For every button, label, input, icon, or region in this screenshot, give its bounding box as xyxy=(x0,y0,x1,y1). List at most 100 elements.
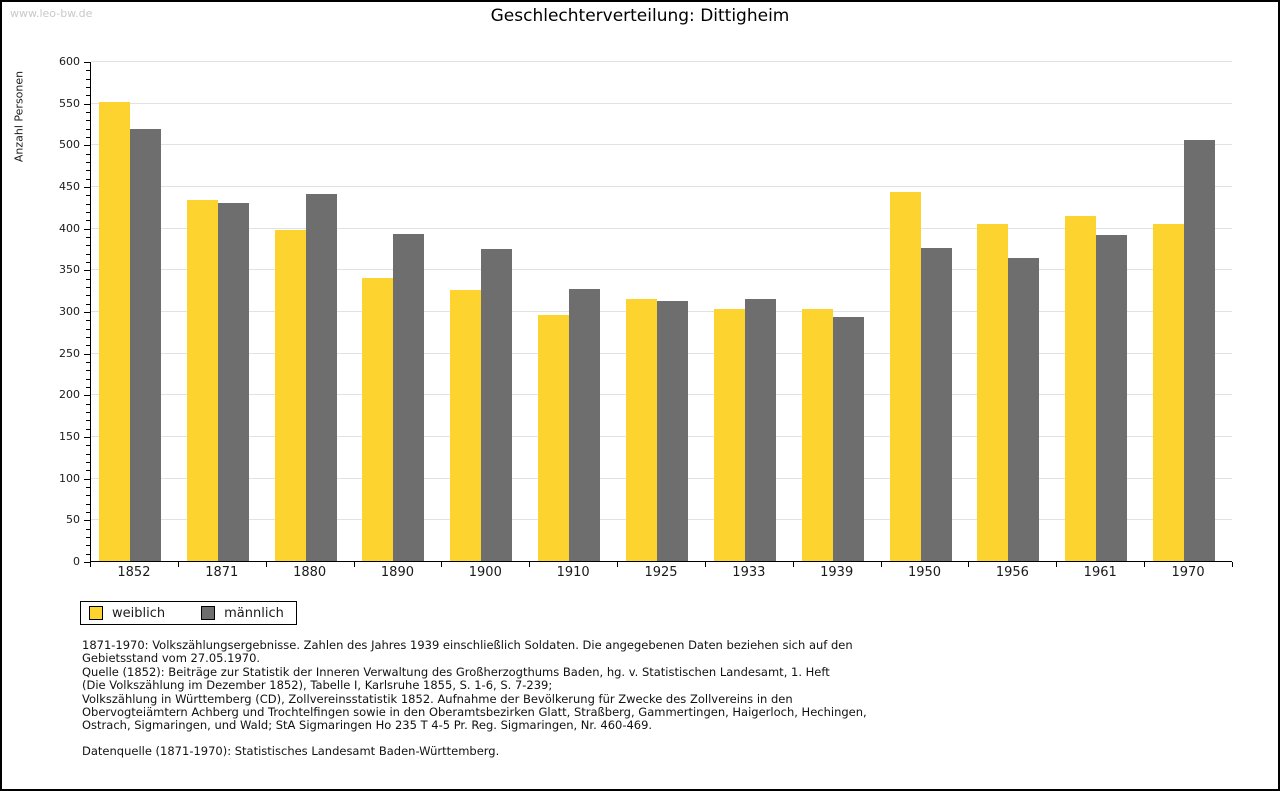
gridline xyxy=(91,186,1232,187)
y-axis-minor-tick xyxy=(86,287,90,288)
gridline xyxy=(91,144,1232,146)
y-axis-minor-tick xyxy=(86,420,90,422)
y-axis-minor-tick xyxy=(86,337,90,338)
y-axis-minor-tick xyxy=(86,387,90,388)
x-axis-label: 1956 xyxy=(995,565,1029,580)
footnote-line: Quelle (1852): Beiträge zur Statistik de… xyxy=(82,664,830,679)
bar-weiblich-1880 xyxy=(274,230,306,561)
y-axis-minor-tick xyxy=(86,245,90,247)
y-axis-minor-tick xyxy=(86,495,90,497)
bar-weiblich-1871 xyxy=(186,200,218,561)
y-axis-tick xyxy=(84,437,90,438)
x-axis-tick xyxy=(1144,562,1146,567)
x-axis-tick xyxy=(441,562,443,567)
y-axis-tick-label: 50 xyxy=(66,513,80,527)
bar-weiblich-1933 xyxy=(713,309,745,561)
y-axis-minor-tick xyxy=(86,70,90,72)
y-axis-minor-tick xyxy=(86,162,90,163)
y-axis-minor-tick xyxy=(86,537,90,538)
x-axis-tick xyxy=(792,562,794,567)
y-axis-minor-tick xyxy=(86,487,90,488)
footnote-line: (Die Volkszählung im Dezember 1852), Tab… xyxy=(82,678,553,693)
footnote-line: 1871-1970: Volkszählungsergebnisse. Zahl… xyxy=(82,638,853,652)
legend: weiblich männlich xyxy=(80,601,297,625)
y-axis-tick-label: 500 xyxy=(59,138,80,152)
gridline xyxy=(91,61,1232,62)
x-axis-tick xyxy=(177,562,179,567)
y-axis-minor-tick xyxy=(86,403,90,405)
x-axis-label: 1970 xyxy=(1171,565,1205,580)
x-axis-tick xyxy=(1232,562,1233,567)
x-axis-label: 1939 xyxy=(820,565,854,580)
y-axis-minor-tick xyxy=(86,345,90,347)
bar-weiblich-1925 xyxy=(626,299,657,561)
y-axis-tick xyxy=(84,62,90,63)
legend-swatch-weiblich xyxy=(89,606,103,620)
bar-männlich-1852 xyxy=(129,129,161,561)
data-source-line: Datenquelle (1871-1970): Statistisches L… xyxy=(82,744,500,758)
y-axis-minor-tick xyxy=(86,512,90,513)
bar-männlich-1939 xyxy=(832,316,864,561)
x-axis-label: 1900 xyxy=(468,565,502,580)
y-axis-minor-tick xyxy=(86,503,90,505)
bar-männlich-1871 xyxy=(217,202,249,561)
bar-männlich-1910 xyxy=(569,288,601,561)
y-axis-tick-label: 400 xyxy=(59,221,80,235)
y-axis-minor-tick xyxy=(86,253,90,255)
y-axis-tick xyxy=(84,353,90,355)
y-axis-minor-tick xyxy=(86,120,90,122)
bar-männlich-1890 xyxy=(393,234,425,561)
x-axis-tick xyxy=(529,562,531,567)
watermark: www.leo-bw.de xyxy=(10,7,93,20)
bar-weiblich-1900 xyxy=(450,290,482,561)
y-axis-tick xyxy=(84,395,90,397)
y-axis-minor-tick xyxy=(86,328,90,330)
y-axis-tick-label: 250 xyxy=(59,346,80,360)
y-axis-tick-label: 200 xyxy=(59,388,80,402)
x-axis-tick xyxy=(968,562,970,567)
y-axis-tick-label: 300 xyxy=(59,305,80,318)
y-axis-minor-tick xyxy=(86,362,90,363)
bar-männlich-1961 xyxy=(1096,235,1128,561)
y-axis-minor-tick xyxy=(86,170,90,172)
bar-weiblich-1910 xyxy=(538,315,570,561)
y-axis-minor-tick xyxy=(86,237,90,238)
y-axis-minor-tick xyxy=(86,195,90,197)
y-axis-tick-label: 550 xyxy=(59,96,80,110)
y-axis-tick xyxy=(84,270,90,272)
y-axis-minor-tick xyxy=(86,128,90,130)
y-axis-minor-tick xyxy=(86,87,90,88)
y-axis-minor-tick xyxy=(86,137,90,138)
y-axis-tick xyxy=(84,312,90,313)
y-axis-tick xyxy=(84,478,90,480)
y-axis-tick xyxy=(84,228,90,230)
y-axis-minor-tick xyxy=(86,462,90,463)
gridline xyxy=(91,227,1232,229)
gridline xyxy=(91,102,1232,104)
x-axis-tick xyxy=(265,562,267,567)
y-axis-minor-tick xyxy=(86,95,90,97)
x-axis-label: 1961 xyxy=(1083,565,1117,580)
bar-weiblich-1852 xyxy=(98,101,130,561)
x-axis-label: 1925 xyxy=(644,565,678,580)
footnote-line: Volkszählung in Württemberg (CD), Zollve… xyxy=(82,691,793,706)
gridline xyxy=(91,269,1232,271)
y-axis-tick-label: 450 xyxy=(59,180,80,193)
x-axis-label: 1852 xyxy=(117,565,151,580)
x-axis-label: 1910 xyxy=(556,565,590,580)
x-axis-tick xyxy=(880,562,882,567)
y-axis-tick-label: 0 xyxy=(73,555,80,568)
bar-weiblich-1961 xyxy=(1065,216,1097,561)
legend-label: weiblich xyxy=(112,605,166,621)
bar-männlich-1956 xyxy=(1008,257,1040,561)
x-axis-label: 1871 xyxy=(205,565,239,580)
legend-label: männlich xyxy=(224,605,284,621)
x-axis-tick xyxy=(353,562,355,567)
y-axis-tick-label: 350 xyxy=(59,263,80,277)
footnote-line: Gebietsstand vom 27.05.1970. xyxy=(82,651,261,666)
bar-männlich-1880 xyxy=(305,194,337,561)
y-axis-minor-tick xyxy=(86,220,90,222)
y-axis-minor-tick xyxy=(86,470,90,472)
y-axis-tick-label: 600 xyxy=(59,55,80,68)
y-axis-minor-tick xyxy=(86,412,90,413)
